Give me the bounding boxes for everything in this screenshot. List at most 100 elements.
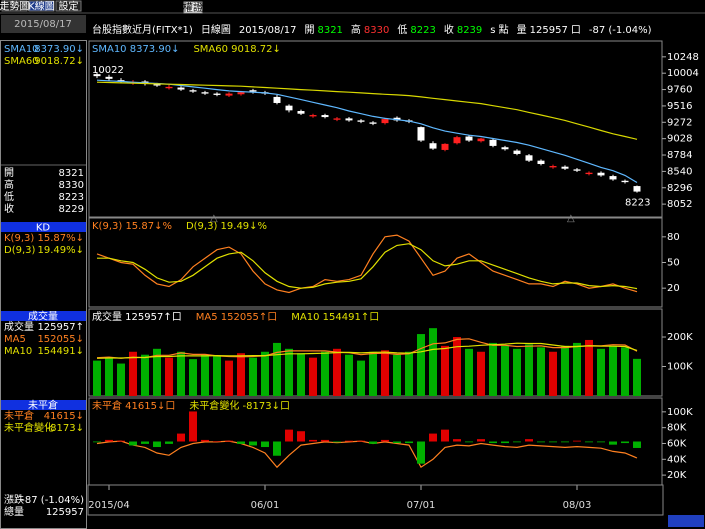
header-low: 8223 (410, 25, 435, 36)
bar (321, 351, 329, 396)
bar (561, 441, 569, 443)
candle-body (117, 80, 125, 82)
y-tick-label: 80 (667, 232, 680, 243)
row-label: 總量 (4, 505, 24, 518)
candle-body (501, 147, 509, 150)
bar (357, 360, 365, 396)
bar (537, 347, 545, 396)
candle-body (369, 122, 377, 124)
candle-body (621, 180, 629, 183)
candle-body (93, 74, 101, 77)
bar (585, 339, 593, 396)
bar (513, 441, 521, 443)
header-high-label: 高 (351, 23, 361, 36)
bar (93, 441, 101, 443)
bar (597, 441, 605, 443)
corner-icon (668, 515, 704, 527)
x-tick-label: 06/01 (251, 500, 280, 511)
section-title: 未平倉 (28, 399, 58, 412)
candle-body (321, 115, 329, 118)
bar (477, 351, 485, 396)
row-value: 15.87%↓ (37, 233, 84, 244)
bar (465, 348, 473, 396)
row-value: 8223 (59, 192, 84, 203)
row-label: SMA60 (4, 56, 39, 67)
y-tick-label: 40K (667, 454, 687, 465)
y-tick-label: 10248 (667, 52, 699, 63)
header-chart: 日線圖 (201, 23, 231, 36)
legend-entry: D(9,3) 19.49↓% (186, 221, 267, 232)
legend-entry: 未平倉 41615↓口 (92, 399, 175, 412)
bar (609, 345, 617, 396)
y-tick-label: 20 (667, 283, 680, 294)
bar (93, 360, 101, 396)
x-tick-label: 2015/04 (88, 500, 130, 511)
series-line (96, 79, 638, 184)
candle-body (513, 150, 521, 154)
bar (525, 344, 533, 396)
bar (237, 441, 245, 444)
bar (489, 441, 497, 444)
bar (525, 439, 533, 442)
min-label: 8223 (625, 198, 650, 209)
candle-body (201, 92, 209, 94)
bar (297, 431, 305, 442)
bar (561, 345, 569, 396)
row-value: 8373.90↓ (34, 44, 84, 55)
bar (117, 363, 125, 396)
y-tick-label: 8784 (667, 150, 692, 161)
row-value: -8173↓ (47, 423, 84, 434)
bar (309, 439, 317, 442)
bar (105, 357, 113, 396)
series-line (96, 342, 638, 359)
candle-body (165, 86, 173, 89)
bar (549, 351, 557, 396)
candle-body (381, 119, 389, 124)
date-box (1, 15, 86, 33)
header-title: 台股指數近月(FITX*1) (92, 23, 193, 36)
x-axis-area (87, 484, 664, 516)
candle-body (489, 139, 497, 146)
legend-entry: SMA60 9018.72↓ (193, 44, 280, 55)
bar (441, 345, 449, 396)
bar (273, 441, 281, 456)
bar (105, 439, 113, 442)
series-line (96, 234, 638, 294)
row-value: 8229 (59, 204, 84, 215)
bar (345, 440, 353, 442)
header-open: 8321 (317, 25, 342, 36)
bar (573, 342, 581, 396)
bar (177, 351, 185, 396)
bar (321, 439, 329, 442)
candle-body (633, 186, 641, 192)
tab-label: 走勢圖 (0, 0, 30, 13)
bar (417, 334, 425, 396)
row-label: 開 (4, 167, 14, 179)
bar (189, 411, 197, 442)
row-label: MA5 (4, 334, 26, 345)
tab-label: 設定 (59, 0, 79, 13)
y-tick-label: 80K (667, 423, 687, 434)
y-tick-label: 8052 (667, 199, 692, 210)
bar (129, 351, 137, 396)
row-label: 成交量 (4, 320, 34, 333)
bar (489, 342, 497, 396)
candle-body (333, 118, 341, 120)
section-header (1, 400, 86, 410)
tab (55, 0, 82, 12)
bar (285, 429, 293, 442)
header-open-label: 開 (304, 24, 314, 36)
bar (225, 440, 233, 442)
candle-body (285, 105, 293, 111)
bar (285, 348, 293, 396)
candle-body (453, 137, 461, 144)
bar (201, 439, 209, 442)
bar (153, 348, 161, 396)
bar (513, 348, 521, 396)
header-close: 8239 (457, 25, 482, 36)
y-tick-label: 9516 (667, 101, 692, 112)
bar (381, 350, 389, 396)
header-unit: s 點 (490, 23, 508, 36)
bar (141, 354, 149, 396)
